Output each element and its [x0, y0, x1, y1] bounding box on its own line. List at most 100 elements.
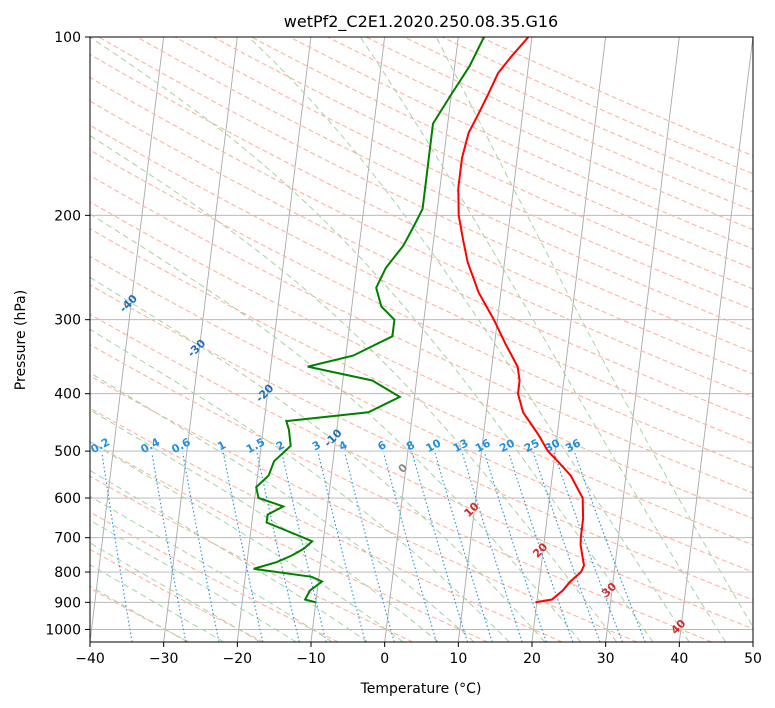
- dry-adiabat-line: [90, 76, 753, 398]
- x-tick-label: −30: [149, 651, 179, 667]
- mixing-ratio-line: [101, 452, 133, 642]
- adiabat-label: -20: [253, 381, 276, 404]
- x-tick-label: 20: [523, 651, 541, 667]
- mixing-ratio-label: 16: [473, 436, 493, 455]
- isotherm-line: [90, 37, 165, 642]
- mixing-ratio-line: [256, 452, 300, 642]
- y-tick-label: 300: [54, 313, 81, 329]
- y-axis-label: Pressure (hPa): [13, 290, 29, 390]
- dry-adiabat-line: [90, 440, 488, 642]
- x-tick-label: 30: [597, 651, 615, 667]
- mixing-ratio-line: [55, 453, 82, 642]
- mixing-ratio-label: 25: [522, 436, 542, 455]
- adiabat-label: -50: [49, 247, 72, 270]
- dry-adiabat-line: [90, 375, 638, 642]
- dry-adiabat-line: [365, 37, 753, 212]
- plot-frame: [89, 36, 754, 643]
- moist-adiabat-line: [90, 469, 368, 642]
- moist-adiabat-line: [90, 542, 261, 642]
- mixing-ratio-label: 0.6: [169, 435, 193, 456]
- y-tick-label: 100: [54, 30, 81, 46]
- moist-adiabat-line: [90, 372, 475, 642]
- x-tick-label: −20: [223, 651, 253, 667]
- isotherm-line: [163, 37, 238, 642]
- dry-adiabat-line: [90, 228, 753, 546]
- mixing-ratio-line: [317, 452, 366, 642]
- dry-adiabat-line: [90, 100, 753, 421]
- y-axis: 100 200 300 400 500 600 700 800 900 1000: [45, 30, 90, 638]
- adiabat-label: -60: [0, 202, 4, 225]
- y-tick-label: 800: [54, 565, 81, 581]
- x-axis: −40 −30 −20 −10 0 10 20 30 40 50: [75, 642, 762, 667]
- isotherm-line: [531, 37, 607, 642]
- dry-adiabat-line: [251, 37, 753, 270]
- isotherm-line: [384, 37, 459, 642]
- adiabat-label: 0: [396, 461, 411, 476]
- mixing-ratio-label: 0.4: [139, 435, 163, 456]
- dry-adiabat-line: [90, 511, 339, 642]
- dry-adiabat-line: [90, 149, 753, 469]
- mixing-ratio-label: 10: [424, 436, 444, 455]
- temperature-profile-line: [457, 37, 586, 604]
- y-tick-label: 500: [54, 444, 81, 460]
- mixing-ratio-line: [222, 452, 264, 642]
- y-tick-label: 400: [54, 387, 81, 403]
- mixing-ratio-label: 13: [451, 436, 471, 455]
- dry-adiabat-line: [90, 284, 753, 601]
- mixing-ratio-line: [532, 452, 601, 642]
- dry-adiabat-line: [90, 548, 264, 642]
- moist-adiabat-line: [90, 37, 654, 642]
- mixing-ratio-line: [344, 452, 395, 642]
- y-tick-label: 200: [54, 208, 81, 224]
- x-axis-label: Temperature (°C): [360, 681, 482, 697]
- moist-adiabat-line: [90, 519, 297, 642]
- mixing-ratio-line: [553, 452, 623, 642]
- x-tick-label: −10: [296, 651, 326, 667]
- mixing-ratio-label: 20: [497, 436, 517, 455]
- dry-adiabat-line: [90, 407, 563, 642]
- dry-adiabat-line: [136, 37, 753, 332]
- dry-adiabat-line: [174, 37, 753, 311]
- moist-adiabat-line: [90, 276, 546, 642]
- dewpoint-profile-line: [253, 37, 485, 604]
- moist-adiabat-line: [359, 37, 727, 642]
- plot-area: 0.10.20.40.611.52346810131620253036-100-…: [0, 37, 753, 642]
- mixing-ratio-line: [461, 452, 523, 642]
- mixing-ratio-line: [281, 452, 327, 642]
- mixing-ratio-label: 36: [563, 436, 583, 455]
- mixing-ratio-line: [182, 452, 220, 642]
- y-tick-label: 600: [54, 491, 81, 507]
- chart-title: wetPf2_C2E1.2020.250.08.35.G16: [284, 12, 558, 32]
- dry-adiabat-line: [327, 37, 753, 231]
- isotherm-line: [678, 37, 753, 642]
- adiabat-label: 40: [668, 617, 688, 637]
- isotherm-line: [752, 638, 753, 642]
- x-tick-label: 50: [744, 651, 762, 667]
- x-tick-label: 10: [449, 651, 467, 667]
- mixing-ratio-line: [383, 452, 437, 642]
- moist-adiabat-line: [90, 135, 618, 642]
- adiabat-label: 30: [599, 580, 619, 600]
- x-tick-label: −40: [75, 651, 105, 667]
- y-tick-label: 700: [54, 531, 81, 547]
- moist-adiabat-line: [90, 564, 225, 642]
- y-tick-label: 900: [54, 595, 81, 611]
- dry-adiabat-line: [441, 37, 753, 175]
- dry-adiabat-line: [90, 475, 414, 642]
- mixing-ratio-line: [574, 452, 646, 642]
- x-tick-label: 0: [380, 651, 389, 667]
- isotherm-line: [310, 37, 386, 642]
- mixing-ratio-line: [434, 452, 493, 642]
- mixing-ratio-line: [411, 452, 469, 642]
- dry-adiabat-line: [90, 343, 712, 642]
- dry-adiabat-line: [90, 53, 753, 375]
- moist-adiabat-line: [90, 328, 510, 642]
- mixing-ratio-line: [508, 452, 574, 642]
- dry-adiabat-line: [480, 37, 753, 157]
- isotherm-line: [457, 37, 533, 642]
- mixing-ratio-line: [483, 452, 547, 642]
- dry-adiabat-line: [289, 37, 753, 250]
- moist-adiabat-line: [435, 37, 753, 628]
